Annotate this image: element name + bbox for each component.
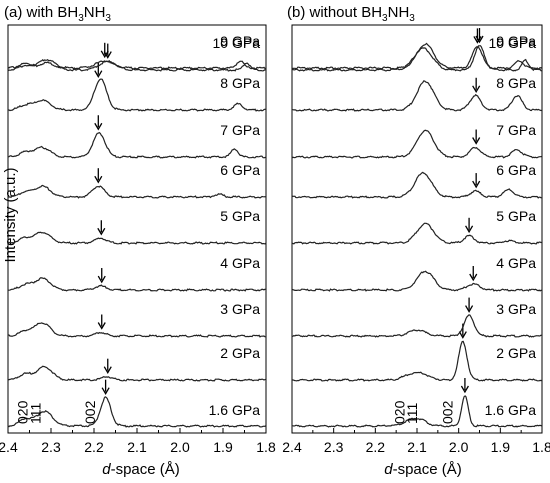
series-line-7-GPa	[7, 131, 267, 159]
peak-arrow	[472, 129, 481, 145]
peak-arrow	[458, 323, 467, 339]
series-line-6-GPa	[8, 184, 267, 199]
peak-label-111: 111	[404, 403, 420, 424]
pressure-label: 5 GPa	[220, 208, 260, 224]
series-line-2-GPa	[291, 340, 543, 382]
pressure-label: 7 GPa	[496, 122, 536, 138]
series-line-8-GPa	[292, 80, 543, 112]
pressure-label: 6 GPa	[496, 162, 536, 178]
peak-arrow	[465, 297, 474, 313]
y-axis-label: Intensity (a.u.)	[2, 167, 19, 262]
pressure-label: 8 GPa	[496, 75, 536, 91]
x-axis-label-b: d-space (Å)	[384, 461, 462, 478]
series-line-8-GPa	[8, 78, 267, 112]
peak-arrow	[97, 268, 106, 284]
peak-arrow	[472, 173, 481, 189]
peak-arrow	[103, 358, 112, 374]
pressure-label: 2 GPa	[496, 345, 536, 361]
x-tick-label: 1.8	[256, 439, 276, 455]
x-tick-label: 1.8	[532, 439, 550, 455]
x-tick-label: 2.1	[127, 439, 147, 455]
pressure-label: 5 GPa	[496, 208, 536, 224]
series-line-7-GPa	[291, 129, 543, 159]
x-tick-label: 2.3	[41, 439, 61, 455]
series-line-1-6-GPa	[7, 396, 267, 428]
peak-arrow	[472, 77, 481, 94]
pressure-label: 2 GPa	[220, 345, 260, 361]
x-tick-label: 2.4	[282, 439, 302, 455]
peak-arrow	[94, 115, 103, 131]
x-tick-label: 2.0	[449, 439, 469, 455]
x-tick-label: 2.2	[84, 439, 104, 455]
pressure-label: 3 GPa	[220, 301, 260, 317]
pressure-label: 8 GPa	[220, 75, 260, 91]
panel-a-title: (a) with BH3NH3	[4, 4, 111, 24]
pressure-label: 1.6 GPa	[485, 402, 537, 418]
x-tick-label: 1.9	[213, 439, 233, 455]
x-tick-label: 2.4	[0, 439, 18, 455]
peak-arrow	[94, 168, 103, 184]
series-line-4-GPa	[291, 270, 543, 292]
pressure-label: 7 GPa	[220, 122, 260, 138]
series-line-5-GPa	[7, 231, 267, 245]
peak-arrow	[97, 314, 106, 330]
series-line-3-GPa	[291, 314, 543, 338]
peak-arrow	[94, 62, 103, 79]
peak-label-020: 020	[392, 400, 408, 424]
peak-label-002: 002	[439, 400, 455, 424]
peak-label-111: 111	[27, 403, 43, 424]
pressure-label: 1.6 GPa	[209, 402, 261, 418]
peak-label-020: 020	[14, 400, 30, 424]
pressure-label: 3 GPa	[496, 301, 536, 317]
pressure-label: 9 GPa	[220, 33, 260, 49]
series-line-6-GPa	[291, 171, 543, 199]
series-line-3-GPa	[8, 322, 267, 338]
pressure-label: 9 GPa	[496, 33, 536, 49]
peak-arrow	[469, 266, 478, 282]
x-tick-label: 2.3	[324, 439, 344, 455]
panel-b-title: (b) without BH3NH3	[287, 4, 415, 24]
pressure-label: 6 GPa	[220, 162, 260, 178]
peak-arrow	[103, 43, 112, 59]
series-line-2-GPa	[7, 365, 267, 382]
x-tick-label: 2.0	[170, 439, 190, 455]
panel-a-plot: 2.4 2.3 2.2 2.1 2.0 1.9 1.8 1.6 GPa 2 GPa 3 GPa 4 …	[0, 33, 276, 455]
peak-arrow	[101, 379, 110, 395]
x-tick-label: 1.9	[491, 439, 511, 455]
x-axis-label-a: d-space (Å)	[102, 461, 180, 478]
peak-arrow	[97, 220, 106, 236]
x-tick-label: 2.2	[366, 439, 386, 455]
pressure-label: 4 GPa	[496, 255, 536, 271]
series-line-10-GPa	[291, 45, 543, 72]
series-line-1-6-GPa	[292, 395, 543, 428]
series-line-4-GPa	[8, 277, 267, 292]
series-line-10-GPa	[7, 59, 267, 72]
panel-b-plot: 2.4 2.3 2.2 2.1 2.0 1.9 1.8 1.6 GPa 2 GPa 3 GPa 4 …	[282, 28, 550, 455]
peak-label-002: 002	[82, 400, 98, 424]
peak-arrow	[475, 28, 484, 44]
series-line-5-GPa	[291, 222, 543, 245]
series-line-9-GPa	[7, 58, 267, 70]
pressure-label: 10 GPa	[489, 35, 537, 51]
x-tick-label: 2.1	[407, 439, 427, 455]
peak-arrow	[460, 378, 469, 394]
pressure-label: 4 GPa	[220, 255, 260, 271]
peak-arrow	[465, 217, 474, 234]
pressure-label: 10 GPa	[213, 35, 261, 51]
